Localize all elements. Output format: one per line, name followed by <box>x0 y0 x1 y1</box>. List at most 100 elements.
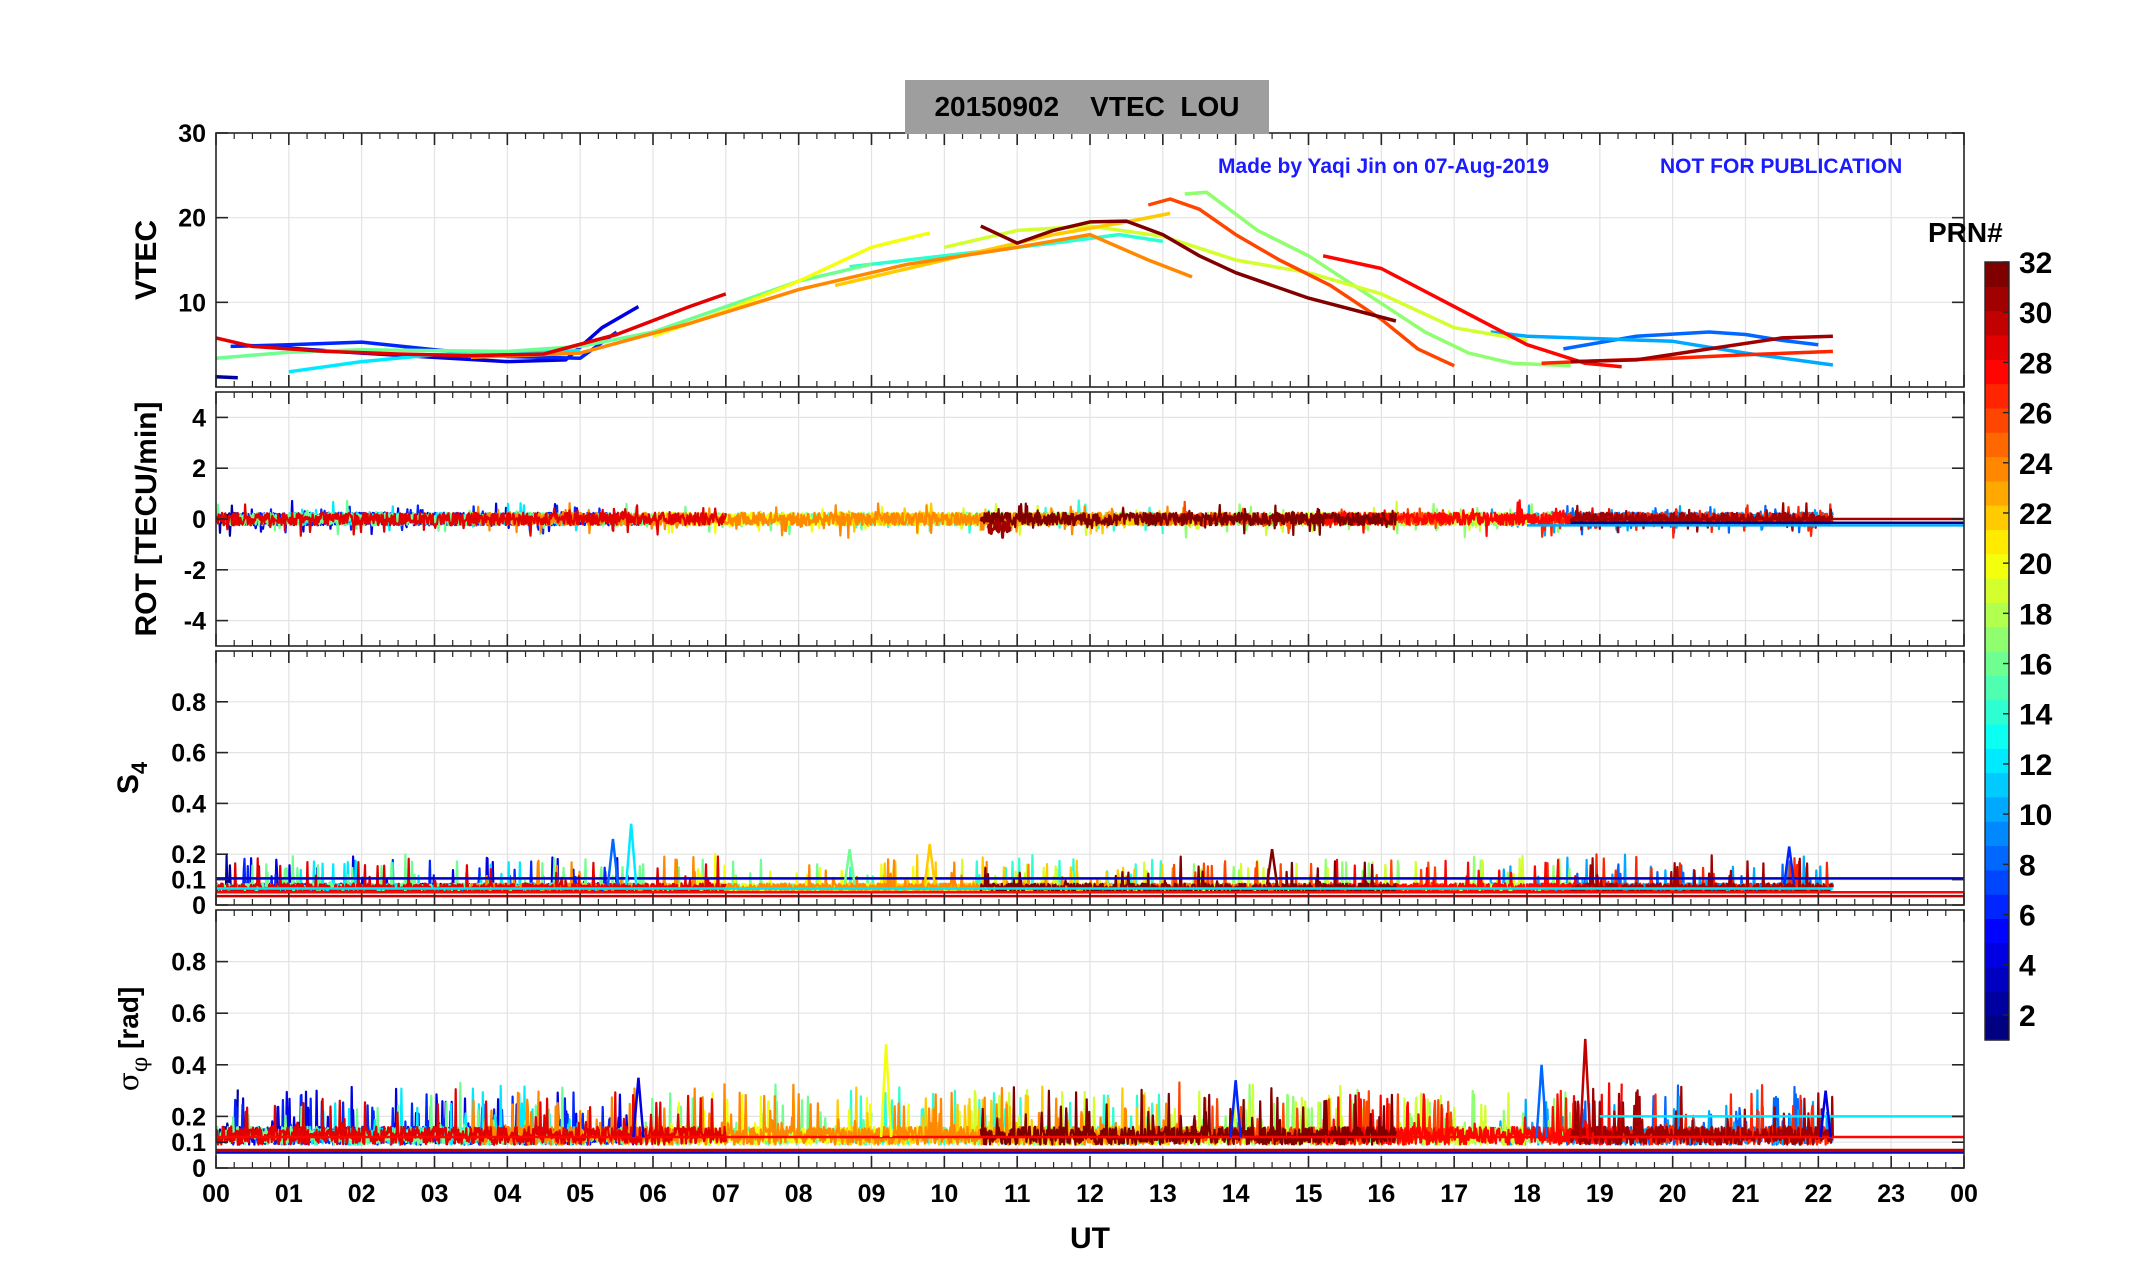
colorbar-label: PRN# <box>1928 217 2003 248</box>
vtec-series-prn-19 <box>943 224 1528 343</box>
chart-title: 20150902 VTEC LOU <box>934 91 1240 122</box>
x-tick-label: 03 <box>421 1180 449 1208</box>
s4-label-subscript: 4 <box>127 761 152 774</box>
s4-y-tick-label: 0.4 <box>171 790 206 818</box>
s4-spike-prn-32 <box>1265 848 1279 885</box>
colorbar-segment <box>1985 991 2009 1017</box>
x-tick-label: 19 <box>1586 1180 1614 1208</box>
colorbar-tick-label: 16 <box>2019 649 2052 682</box>
colorbar-segment <box>1985 723 2009 749</box>
s4-y-tick-label: 0.1 <box>171 867 206 895</box>
rot-y-tick-label: 0 <box>192 506 206 534</box>
colorbar-tick-label: 12 <box>2019 749 2052 782</box>
vtec-y-tick-label: 10 <box>178 289 206 317</box>
s4-y-tick-label: 0.2 <box>171 841 206 869</box>
vtec-series-prn-28 <box>1322 254 1622 369</box>
sigma-phi-y-tick-label: 0.2 <box>171 1103 206 1131</box>
colorbar-segment <box>1985 505 2009 531</box>
axis-labels: 302010420-2-40.80.60.40.20.100.80.60.40.… <box>112 120 1978 1255</box>
x-tick-label: 22 <box>1804 1180 1832 1208</box>
vtec-series-prn-29 <box>216 292 727 358</box>
x-tick-label: 00 <box>202 1180 230 1208</box>
rot-y-tick-label: -2 <box>184 557 206 585</box>
colorbar-segment <box>1985 821 2009 847</box>
colorbar-segment <box>1985 456 2009 482</box>
sigma-phi-spike-prn-4 <box>632 1077 645 1138</box>
chart-title-box: 20150902 VTEC LOU <box>905 80 1269 134</box>
s4-spike-prn-12 <box>624 823 638 885</box>
colorbar-segment <box>1985 286 2009 312</box>
colorbar-segment <box>1985 699 2009 725</box>
colorbar-frame <box>1984 261 2010 1041</box>
vtec-series-prn-31 <box>1570 334 1833 364</box>
rot-y-axis-label: ROT [TECU/min] <box>130 402 163 637</box>
colorbar-tick-label: 6 <box>2019 900 2036 933</box>
colorbar-segment <box>1985 772 2009 798</box>
colorbar-segment <box>1985 796 2009 822</box>
x-tick-label: 06 <box>639 1180 667 1208</box>
s4-spike-prn-8 <box>606 838 620 885</box>
vtec-y-tick-label: 20 <box>178 205 206 233</box>
colorbar-segment <box>1985 553 2009 579</box>
sigma-symbol: σ <box>112 1072 145 1091</box>
colorbar-segment <box>1985 942 2009 968</box>
sigma-phi-spike-prn-8 <box>1535 1064 1548 1138</box>
s4-label-main: S <box>112 774 145 794</box>
colorbar-segment <box>1985 1015 2009 1041</box>
x-tick-label: 01 <box>275 1180 303 1208</box>
x-tick-label: 02 <box>348 1180 376 1208</box>
sigma-phi-unit: [rad] <box>113 987 144 1057</box>
colorbar-tick-label: 24 <box>2019 448 2053 481</box>
colorbar-segment <box>1985 894 2009 920</box>
x-tick-label: 07 <box>712 1180 740 1208</box>
vtec-y-axis-label: VTEC <box>130 220 163 300</box>
x-axis-label: UT <box>1070 1222 1110 1255</box>
vtec-series-prn-26 <box>1147 197 1455 368</box>
colorbar-segment <box>1985 359 2009 385</box>
sigma-phi-spike-prn-6 <box>1229 1080 1242 1138</box>
colorbar-segment <box>1985 262 2009 287</box>
sigma-phi-trace-prn-29 <box>216 1088 727 1146</box>
colorbar-tick-label: 28 <box>2019 347 2052 380</box>
data-series <box>216 190 1964 1154</box>
rot-y-tick-label: -4 <box>184 608 206 636</box>
x-tick-label: 16 <box>1367 1180 1395 1208</box>
colorbar-segment <box>1985 967 2009 992</box>
colorbar-tick-label: 2 <box>2019 1000 2036 1033</box>
rot-trace-prn-29 <box>216 503 727 537</box>
sigma-phi-spike-prn-4 <box>1819 1090 1832 1138</box>
sigma-phi-spike-prn-30 <box>1579 1038 1592 1138</box>
colorbar-segment <box>1985 480 2009 506</box>
publication-annotation: NOT FOR PUBLICATION <box>1660 155 1903 178</box>
x-tick-label: 13 <box>1149 1180 1177 1208</box>
colorbar-tick-label: 20 <box>2019 548 2052 581</box>
x-tick-label: 00 <box>1950 1180 1978 1208</box>
colorbar-segment <box>1985 529 2009 555</box>
s4-y-tick-label: 0.8 <box>171 689 206 717</box>
colorbar-segment <box>1985 432 2009 458</box>
colorbar-segment <box>1985 845 2009 871</box>
sigma-phi-y-axis-label: σφ [rad] <box>112 987 153 1092</box>
axes <box>215 132 1965 1169</box>
colorbar-tick-label: 26 <box>2019 398 2052 431</box>
x-tick-label: 15 <box>1295 1180 1323 1208</box>
s4-y-tick-label: 0 <box>192 892 206 920</box>
x-tick-label: 18 <box>1513 1180 1541 1208</box>
rot-y-tick-label: 4 <box>192 404 206 432</box>
x-tick-label: 20 <box>1659 1180 1687 1208</box>
sigma-phi-y-tick-label: 0.8 <box>171 949 206 977</box>
colorbar-tick-label: 8 <box>2019 849 2036 882</box>
colorbar-tick-label: 10 <box>2019 799 2052 832</box>
colorbar-segment <box>1985 626 2009 652</box>
colorbar-tick-label: 32 <box>2019 247 2052 280</box>
s4-y-axis-label: S4 <box>112 761 152 794</box>
colorbar-segment <box>1985 675 2009 701</box>
sigma-phi-y-tick-label: 0.1 <box>171 1129 206 1157</box>
colorbar-tick-label: 22 <box>2019 498 2052 531</box>
colorbar-tick-label: 14 <box>2019 699 2053 732</box>
colorbar-segment <box>1985 334 2009 360</box>
vtec-y-tick-label: 30 <box>178 120 206 148</box>
colorbar-segment <box>1985 869 2009 895</box>
